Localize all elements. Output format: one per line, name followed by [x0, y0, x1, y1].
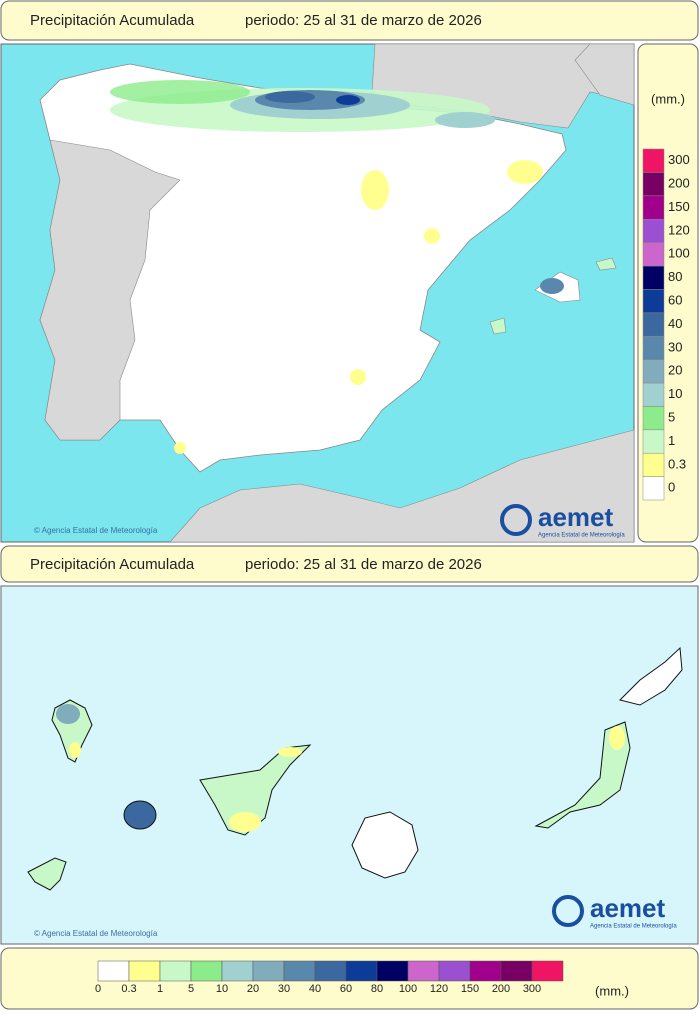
legend-swatch — [159, 960, 192, 982]
legend-label: 0 — [668, 480, 675, 495]
logo-subtitle: Agencia Estatal de Meteorología — [538, 533, 625, 539]
legend-label: 200 — [668, 176, 690, 191]
legend-swatch — [97, 960, 130, 982]
legend-label: 40 — [309, 983, 321, 995]
map-credit: © Agencia Estatal de Meteorología — [34, 526, 158, 535]
legend-swatch — [500, 960, 533, 982]
legend-label: 0.3 — [668, 456, 686, 471]
logo: aemet — [538, 502, 613, 532]
legend-unit: (mm.) — [595, 983, 629, 998]
legend-swatch — [642, 406, 665, 431]
header-panel — [0, 545, 699, 583]
legend-swatch — [345, 960, 378, 982]
legend-label: 300 — [523, 983, 541, 995]
legend-swatch — [469, 960, 502, 982]
header-title: Precipitación Acumulada — [30, 556, 195, 573]
legend-swatch — [642, 476, 665, 501]
legend-swatch — [642, 242, 665, 267]
legend-swatch — [642, 382, 665, 407]
legend-label: 1 — [668, 433, 675, 448]
legend-horizontal: 0 0.3 1 5 10 20 30 40 60 80 100 120 150 200 300 — [95, 960, 564, 995]
legend-label: 1 — [157, 983, 163, 995]
legend-swatch — [283, 960, 316, 982]
legend-swatch — [642, 195, 665, 220]
legend-unit: (mm.) — [651, 91, 685, 106]
header-period: periodo: 25 al 31 de marzo de 2026 — [245, 12, 482, 29]
legend-swatch — [376, 960, 409, 982]
legend-swatch — [642, 312, 665, 337]
legend-swatch — [642, 172, 665, 197]
header-period: periodo: 25 al 31 de marzo de 2026 — [245, 556, 482, 573]
legend-label: 10 — [216, 983, 228, 995]
legend-label: 100 — [668, 246, 690, 261]
legend-swatch — [252, 960, 285, 982]
legend-label: 150 — [461, 983, 479, 995]
legend-label: 200 — [492, 983, 510, 995]
header-title: Precipitación Acumulada — [30, 12, 195, 29]
legend-label: 80 — [371, 983, 383, 995]
legend-label: 40 — [668, 316, 682, 331]
peninsula-map: © Agencia Estatal de Meteorología aemet … — [0, 43, 635, 543]
legend-swatch — [642, 218, 665, 243]
legend-vertical: 0 0.3 1 5 10 20 30 40 60 80 100 120 150 200 300 — [642, 148, 690, 501]
legend-label: 80 — [668, 269, 682, 284]
legend-swatch — [190, 960, 223, 982]
legend-label: 120 — [430, 983, 448, 995]
legend-swatch — [407, 960, 440, 982]
legend-swatch — [642, 265, 665, 290]
legend-label: 120 — [668, 222, 690, 237]
legend-label: 30 — [668, 339, 682, 354]
legend-label: 0.3 — [121, 983, 136, 995]
legend-swatch — [128, 960, 161, 982]
legend-label: 20 — [668, 363, 682, 378]
legend-swatch — [438, 960, 471, 982]
legend-swatch — [642, 148, 665, 173]
legend-swatch — [314, 960, 347, 982]
legend-swatch — [531, 960, 564, 982]
legend-swatch — [642, 429, 665, 454]
canary-map: © Agencia Estatal de Meteorología aemet … — [0, 585, 699, 945]
legend-label: 60 — [340, 983, 352, 995]
legend-label: 0 — [95, 983, 101, 995]
legend-label: 30 — [278, 983, 290, 995]
legend-label: 300 — [668, 152, 690, 167]
legend-label: 100 — [399, 983, 417, 995]
legend-label: 60 — [668, 293, 682, 308]
legend-label: 20 — [247, 983, 259, 995]
legend-label: 150 — [668, 199, 690, 214]
logo: aemet — [590, 893, 665, 923]
legend-swatch — [221, 960, 254, 982]
logo-subtitle: Agencia Estatal de Meteorología — [590, 924, 677, 930]
legend-label: 10 — [668, 386, 682, 401]
legend-label: 5 — [188, 983, 194, 995]
legend-swatch — [642, 452, 665, 477]
legend-label: 5 — [668, 410, 675, 425]
map-credit: © Agencia Estatal de Meteorología — [34, 929, 158, 938]
legend-swatch — [642, 335, 665, 360]
header-panel — [0, 0, 699, 41]
legend-swatch — [642, 289, 665, 314]
legend-swatch — [642, 359, 665, 384]
